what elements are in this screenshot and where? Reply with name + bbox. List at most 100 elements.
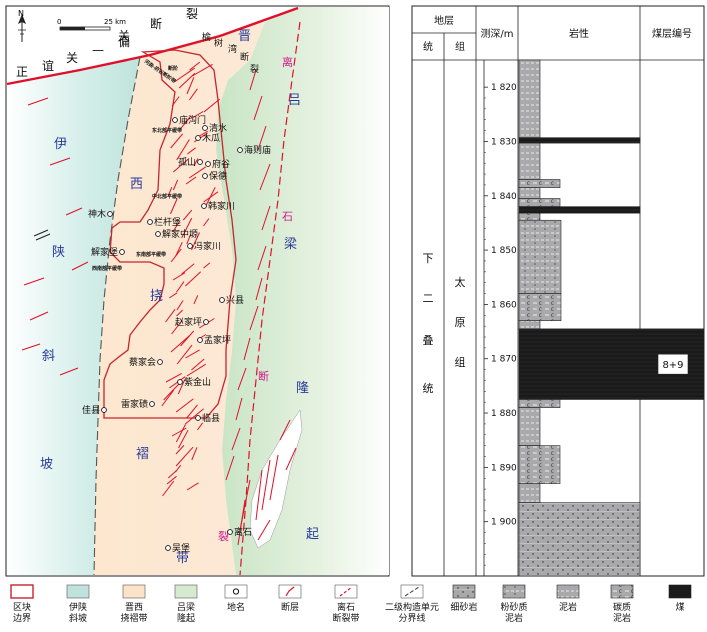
legend-label: 隆起	[177, 612, 195, 624]
legend-label: 煤	[675, 601, 684, 613]
label-region-liang: 梁	[284, 237, 297, 252]
fault-traces	[161, 61, 271, 497]
group-char-2: 组	[455, 355, 466, 369]
depth-tick-label: 1 880	[491, 409, 517, 419]
legend-label: 泥岩	[559, 601, 577, 613]
layer-carbonaceous	[518, 198, 561, 207]
fault-trace	[259, 163, 271, 191]
place-caijiahui: 蔡家会	[129, 356, 163, 368]
place-linxian: 临县	[195, 412, 220, 424]
jinxi-fold-area	[94, 22, 265, 575]
label-shi: 石	[282, 210, 293, 223]
place-name: 保德	[209, 170, 227, 182]
scale-distance: 25 km	[104, 18, 126, 26]
label-east-north: 东北部平缓带	[152, 127, 182, 134]
place-name: 栏杆堡	[154, 216, 181, 228]
lishi-fault-zone	[239, 21, 301, 576]
fault-trace	[170, 133, 184, 149]
layer-mudstone	[518, 320, 541, 330]
group-name-group: 太 原 组	[455, 276, 466, 369]
place-langanbao: 栏杆堡	[147, 216, 181, 228]
fault-trace	[179, 115, 192, 131]
layer-mudstone	[518, 483, 541, 503]
fault-trace	[203, 262, 211, 269]
place-name: 孟家坪	[204, 334, 231, 346]
fault-trace	[169, 292, 178, 299]
header-lithology: 岩性	[569, 27, 589, 40]
fault-trace	[185, 349, 200, 359]
place-marker-icon	[187, 243, 193, 249]
label-east-south: 东南部平缓带	[136, 251, 166, 258]
north-label: N	[18, 9, 24, 18]
system-name-group: 下 二 叠 统	[423, 252, 434, 395]
place-marker-icon	[177, 379, 183, 385]
fault-trace	[170, 248, 182, 263]
place-name: 紫金山	[184, 376, 211, 388]
fault-trace	[167, 187, 173, 197]
depth-tick-label: 1 890	[491, 463, 517, 473]
fault-trace	[191, 358, 205, 371]
fault-trace	[243, 337, 251, 361]
header-system: 统	[423, 40, 433, 53]
place-marker-icon	[195, 135, 201, 141]
place-marker-icon	[201, 203, 207, 209]
fault-trace	[186, 77, 195, 95]
place-name: 蔡家会	[129, 356, 156, 368]
fault-trace	[203, 98, 221, 113]
place-wubao: 吴堡	[165, 542, 190, 554]
group-char-1: 原	[455, 316, 466, 329]
depth-tick-label: 1 900	[491, 518, 517, 528]
fault-trace	[185, 176, 197, 185]
fault-trace	[193, 295, 199, 305]
layer-sandstone	[518, 502, 641, 577]
place-marker-icon	[227, 529, 233, 535]
fault-trace	[185, 271, 202, 287]
place-name: 雷家碛	[121, 398, 148, 410]
place-lishi: 离石	[227, 526, 252, 538]
depth-tick-label: 1 840	[491, 192, 517, 202]
legend-label: 区块	[13, 601, 31, 613]
system-char-2: 叠	[423, 334, 434, 347]
label-region-jin: 晋	[238, 29, 251, 44]
place-fugu: 府谷	[205, 158, 230, 170]
fault-trace	[175, 445, 185, 455]
fault-trace	[178, 72, 196, 89]
region-label-group: 伊 陕 斜 坡 晋 西 挠 褶 带 吕 梁 隆 起	[40, 29, 319, 566]
label-shu: 树	[214, 37, 223, 49]
header-depth: 测深/m	[480, 27, 513, 40]
fault-trace	[249, 305, 259, 331]
fault-trace	[182, 209, 193, 221]
label-ylie: 裂	[250, 64, 259, 75]
fault-trace	[176, 309, 184, 317]
fault-trace	[175, 241, 183, 257]
place-qingshui: 清水	[202, 122, 227, 134]
label-region-dai: 带	[176, 551, 189, 566]
place-marker-icon	[155, 231, 161, 237]
header-text-group: 地层 统 组 测深/m 岩性 煤层编号	[423, 14, 692, 53]
lishi-label-group: 离 石 断 裂	[218, 55, 293, 543]
place-marker-icon	[101, 407, 107, 413]
layer-carbonaceous	[518, 445, 561, 484]
fault-trace	[175, 424, 186, 443]
fault-trace	[171, 96, 180, 107]
label-region-qi: 起	[306, 527, 319, 542]
fault-trace	[253, 95, 263, 121]
place-marker-icon	[237, 147, 243, 153]
legend-label: 边界	[13, 613, 31, 624]
header-strata: 地层	[434, 14, 454, 27]
fault-trace	[176, 300, 184, 311]
place-miaogoumen: 庙沟门	[172, 114, 206, 126]
legend-item-sand: 细砂岩	[450, 584, 478, 613]
place-hanjiachuan: 韩家川	[201, 200, 235, 212]
header-grid	[412, 6, 704, 576]
label-guan: 关	[118, 29, 130, 43]
label-yduan: 断	[240, 51, 249, 63]
fault-trace	[186, 233, 192, 245]
scale-zero: 0	[57, 18, 61, 26]
lishi-basin-patch	[249, 409, 303, 549]
fault-trace	[180, 330, 195, 347]
fault-trace	[257, 125, 267, 151]
